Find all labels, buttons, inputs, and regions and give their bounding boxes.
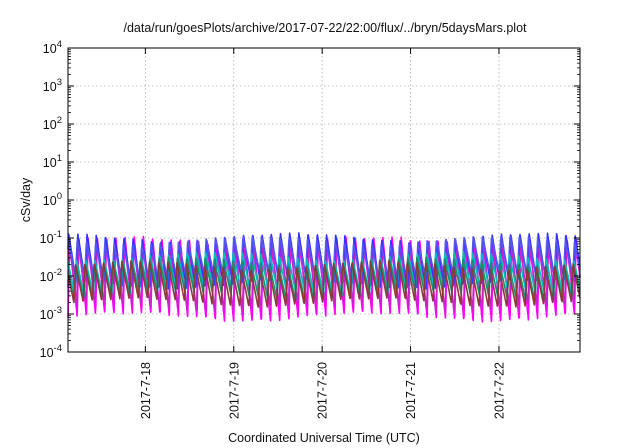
y-tick-label: 100 bbox=[43, 191, 62, 208]
y-axis-label: cSv/day bbox=[19, 177, 33, 222]
chart-title: /data/run/goesPlots/archive/2017-07-22/2… bbox=[123, 21, 527, 35]
grid bbox=[68, 48, 580, 352]
x-axis-label: Coordinated Universal Time (UTC) bbox=[228, 431, 420, 445]
y-tick-label: 101 bbox=[43, 153, 62, 170]
y-tick-label: 102 bbox=[43, 115, 62, 132]
x-axis: 2017-7-18 2017-7-19 2017-7-20 2017-7-21 2017… bbox=[139, 48, 506, 419]
series-line-6 bbox=[67, 260, 581, 308]
series-group bbox=[67, 232, 581, 323]
y-tick-label: 10-1 bbox=[40, 229, 62, 246]
y-tick-label: 10-4 bbox=[40, 343, 62, 360]
x-tick-label: 2017-7-18 bbox=[139, 362, 153, 419]
y-axis: 10-4 10-3 10-2 10-1 100 101 102 103 104 bbox=[40, 39, 580, 360]
x-tick-label: 2017-7-22 bbox=[492, 362, 506, 419]
y-tick-label: 104 bbox=[43, 39, 62, 56]
x-tick-label: 2017-7-20 bbox=[316, 362, 330, 419]
y-tick-label: 103 bbox=[43, 77, 62, 94]
y-tick-label: 10-3 bbox=[40, 305, 62, 322]
x-tick-label: 2017-7-21 bbox=[404, 362, 418, 419]
y-tick-label: 10-2 bbox=[40, 267, 62, 284]
x-tick-label: 2017-7-19 bbox=[227, 362, 241, 419]
